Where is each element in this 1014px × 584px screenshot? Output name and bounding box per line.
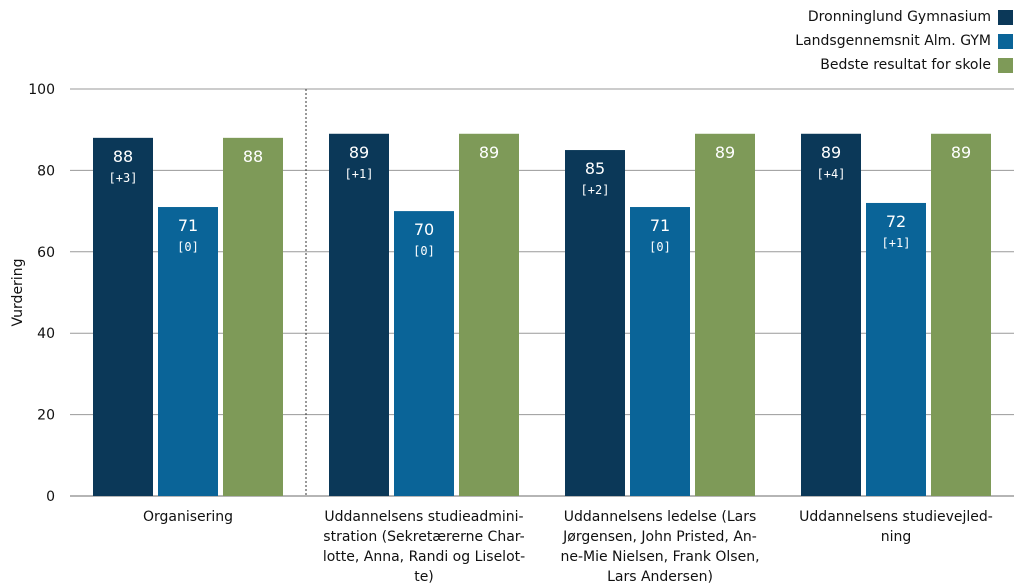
bar-s2-c2: [695, 133, 755, 496]
bar-value-label-s2-c2: 89: [715, 143, 735, 162]
bar-sub-label-s1-c2: [0]: [649, 240, 671, 254]
x-tick-label-c2-line1: Jørgensen, John Pristed, An-: [562, 529, 757, 545]
legend-swatch-landsgennemsnit: [998, 33, 1013, 49]
bar-sub-label-s1-c1: [0]: [413, 244, 435, 258]
bar-s2-c0: [223, 137, 283, 496]
x-tick-label-c2-line0: Uddannelsens ledelse (Lars: [564, 509, 757, 525]
x-tick-label-c3-line1: ning: [881, 529, 912, 545]
bar-value-label-s2-c3: 89: [951, 143, 971, 162]
bar-value-label-s2-c1: 89: [479, 143, 499, 162]
bar-value-label-s1-c3: 72: [886, 212, 906, 231]
bar-value-label-s0-c3: 89: [821, 143, 841, 162]
bar-s1-c2: [630, 207, 690, 496]
x-tick-label-c1-line0: Uddannelsens studieadmini-: [324, 509, 523, 525]
bar-s2-c3: [931, 133, 991, 496]
bar-s0-c3: [801, 133, 861, 496]
y-tick-label-0: 0: [46, 489, 55, 505]
bar-value-label-s2-c0: 88: [243, 147, 263, 166]
legend-label-dronninglund: Dronninglund Gymnasium: [807, 9, 991, 25]
bar-sub-label-s0-c3: [+4]: [817, 167, 846, 181]
bar-s1-c0: [158, 207, 218, 496]
bar-s1-c1: [394, 211, 454, 496]
y-tick-label-80: 80: [37, 163, 55, 179]
x-tick-label-c1-line2: lotte, Anna, Randi og Liselot-: [323, 549, 525, 565]
y-tick-label-40: 40: [37, 326, 55, 342]
legend-swatch-dronninglund: [998, 9, 1013, 25]
bar-value-label-s0-c1: 89: [349, 143, 369, 162]
x-tick-label-c0-line0: Organisering: [143, 509, 233, 525]
bar-sub-label-s0-c1: [+1]: [345, 167, 374, 181]
y-tick-label-100: 100: [28, 82, 55, 98]
x-tick-label-c1-line3: te): [414, 569, 434, 584]
bar-value-label-s1-c2: 71: [650, 216, 670, 235]
legend-item-landsgennemsnit: Landsgennemsnit Alm. GYM: [614, 30, 1014, 52]
legend-label-landsgennemsnit: Landsgennemsnit Alm. GYM: [795, 33, 991, 49]
y-tick-label-20: 20: [37, 408, 55, 424]
legend-item-dronninglund: Dronninglund Gymnasium: [614, 6, 1014, 28]
bar-value-label-s1-c1: 70: [414, 220, 434, 239]
bar-s0-c0: [93, 137, 153, 496]
bar-sub-label-s0-c2: [+2]: [581, 183, 610, 197]
legend-label-bedste: Bedste resultat for skole: [820, 57, 991, 73]
bar-s0-c2: [565, 150, 625, 497]
legend-item-bedste: Bedste resultat for skole: [614, 54, 1014, 76]
bar-sub-label-s1-c3: [+1]: [882, 236, 911, 250]
y-tick-label-60: 60: [37, 245, 55, 261]
bar-sub-label-s1-c0: [0]: [177, 240, 199, 254]
bar-value-label-s1-c0: 71: [178, 216, 198, 235]
y-axis-label: Vurdering: [10, 259, 26, 327]
bar-s0-c1: [329, 133, 389, 496]
bar-value-label-s0-c0: 88: [113, 147, 133, 166]
bar-sub-label-s0-c0: [+3]: [109, 171, 138, 185]
bar-s2-c1: [459, 133, 519, 496]
legend-swatch-bedste: [998, 57, 1013, 73]
x-tick-label-c1-line1: stration (Sekretærerne Char-: [323, 529, 524, 545]
x-tick-label-c2-line3: Lars Andersen): [607, 569, 713, 584]
x-tick-label-c3-line0: Uddannelsens studievejled-: [799, 509, 993, 525]
bar-s1-c3: [866, 202, 926, 496]
x-tick-label-c2-line2: ne-Mie Nielsen, Frank Olsen,: [560, 549, 759, 565]
bar-value-label-s0-c2: 85: [585, 159, 605, 178]
legend: Dronninglund Gymnasium Landsgennemsnit A…: [614, 6, 1014, 78]
